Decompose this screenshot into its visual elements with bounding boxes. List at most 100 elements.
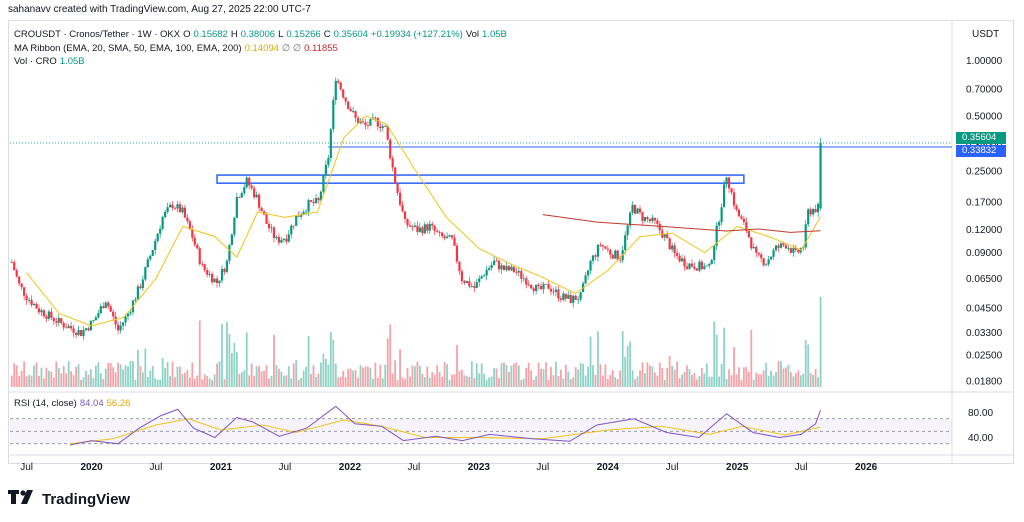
candle-body (530, 285, 533, 289)
volume-bar (770, 370, 772, 387)
volume-bar (545, 362, 547, 387)
volume-bar (508, 372, 510, 387)
candle-body (20, 283, 23, 288)
candle-body (423, 224, 426, 234)
candle-body (431, 223, 434, 226)
volume-bar (814, 368, 817, 387)
volume-bar (532, 379, 535, 387)
volume-bar (713, 321, 716, 387)
candle-body (547, 284, 550, 289)
tradingview-brand[interactable]: TradingView (8, 490, 130, 509)
candle-body (347, 101, 350, 109)
candle-body (559, 298, 562, 300)
candle-body (107, 302, 110, 307)
candle-body (206, 270, 209, 275)
volume-bar (453, 374, 456, 387)
ma-ribbon-legend[interactable]: MA Ribbon (EMA, 20, SMA, 50, EMA, 100, E… (14, 43, 338, 54)
candle-body (488, 268, 491, 270)
candle-body (87, 328, 90, 331)
resistance-zone-box (216, 174, 745, 184)
candle-body (272, 227, 276, 239)
candle-body (658, 223, 661, 231)
candle-body (594, 255, 597, 257)
candle-body (45, 316, 48, 319)
volume-bar (374, 362, 377, 387)
volume-bar (270, 375, 273, 387)
rsi-label[interactable]: RSI (14, close) (14, 398, 77, 409)
volume-bar (77, 364, 80, 387)
volume-bar (312, 365, 315, 387)
candle-body (141, 279, 144, 289)
volume-bar (777, 361, 780, 387)
candle-body (510, 266, 513, 271)
volume-bar (107, 362, 110, 387)
volume-bar (268, 378, 270, 387)
volume-bar (683, 372, 686, 387)
candle-body (324, 164, 327, 176)
volume-bar (569, 378, 572, 387)
volume-bar (280, 371, 283, 387)
volume-bar (579, 363, 582, 387)
volume-bar (221, 323, 223, 387)
volume-bar (409, 376, 411, 387)
volume-bar (473, 377, 476, 387)
candle-body (619, 259, 622, 261)
time-tick-label: 2021 (210, 462, 233, 473)
candle-body (468, 281, 471, 287)
volume-bar (597, 331, 599, 387)
volume-bar (819, 297, 822, 387)
symbol-legend[interactable]: CROUSDT · Cronos/Tether · 1W · OKX O 0.15… (14, 29, 507, 40)
volume-bar (416, 361, 419, 387)
volume-bar (129, 361, 132, 387)
volume-bar (493, 368, 495, 387)
volume-legend[interactable]: Vol · CRO 1.05B (14, 56, 85, 67)
candle-body (196, 244, 199, 249)
candle-body (490, 264, 493, 269)
volume-bar (334, 363, 337, 387)
volume-bar (589, 336, 592, 387)
candle-body (77, 330, 80, 336)
volume-bar (527, 362, 530, 387)
candle-body (408, 225, 412, 227)
volume-bar (364, 366, 367, 387)
price-tick-label: 0.25000 (966, 167, 1003, 178)
candle-body (92, 320, 95, 322)
candle-body (327, 158, 330, 165)
volume-bar (587, 366, 589, 387)
candle-body (735, 205, 738, 210)
volume-bar (599, 364, 602, 387)
open-label: O (183, 29, 191, 40)
candle-body (188, 221, 191, 230)
volume-indicator-label[interactable]: Vol · CRO (14, 56, 57, 67)
volume-bar (144, 348, 147, 387)
candle-body (307, 200, 310, 212)
candle-body (648, 219, 651, 222)
candle-body (653, 217, 656, 221)
volume-bar (555, 361, 557, 387)
volume-bar (503, 362, 505, 387)
candle-body (337, 80, 340, 83)
rsi-legend[interactable]: RSI (14, close) 84.04 56.26 (14, 398, 130, 409)
volume-bar (431, 372, 434, 387)
volume-bar (433, 374, 436, 387)
candle-body (314, 198, 318, 204)
symbol-name[interactable]: CROUSDT · Cronos/Tether · 1W · OKX (14, 29, 181, 40)
volume-bar (688, 369, 691, 387)
volume-bar (164, 368, 167, 387)
candle-body (356, 117, 360, 124)
candle-body (126, 313, 130, 317)
candle-body (159, 228, 162, 234)
candle-body (688, 263, 691, 269)
volume-bar (273, 334, 275, 387)
volume-bar (465, 376, 468, 387)
volume-bar (621, 331, 624, 387)
candle-body (673, 245, 676, 253)
volume-bar (792, 376, 795, 387)
candle-body (354, 111, 357, 118)
volume-bar (401, 377, 404, 387)
candle-body (391, 158, 394, 168)
candle-body (450, 235, 454, 238)
ma-ribbon-label[interactable]: MA Ribbon (EMA, 20, SMA, 50, EMA, 100, E… (14, 43, 242, 54)
candle-body (149, 255, 152, 260)
